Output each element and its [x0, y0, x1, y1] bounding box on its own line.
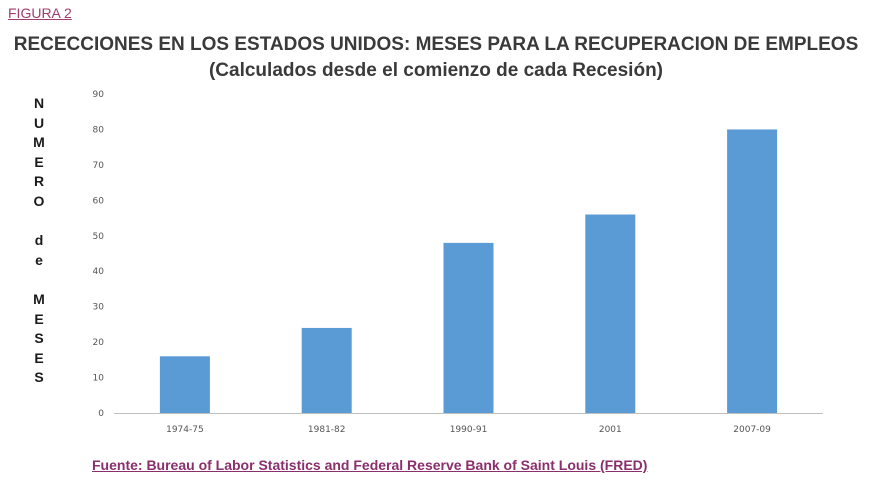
bar	[443, 242, 494, 413]
bar	[727, 129, 778, 413]
y-axis-label-char: O	[33, 192, 45, 209]
source-note: Fuente: Bureau of Labor Statistics and F…	[92, 457, 648, 473]
y-axis-label-char: E	[34, 310, 44, 327]
y-axis-label-char: S	[34, 330, 44, 347]
y-tick-label: 70	[93, 161, 105, 171]
y-tick-label: 10	[93, 374, 105, 384]
y-tick-label: 50	[93, 232, 105, 242]
y-tick-label: 30	[93, 303, 105, 313]
x-tick-label: 1981-82	[308, 425, 346, 435]
y-axis-label-char: M	[33, 290, 45, 307]
y-tick-label: 40	[93, 267, 105, 277]
y-axis-label-char: E	[34, 349, 44, 366]
chart-subtitle: (Calculados desde el comienzo de cada Re…	[208, 60, 664, 81]
y-tick-label: 0	[98, 409, 104, 419]
x-tick-label: 2001	[599, 425, 622, 435]
y-axis-label-char: M	[33, 134, 45, 151]
chart-title: RECECCIONES EN LOS ESTADOS UNIDOS: MESES…	[13, 34, 859, 55]
figure-label: FIGURA 2	[8, 5, 72, 21]
y-axis-label-char: N	[33, 95, 45, 111]
y-tick-label: 90	[93, 90, 105, 100]
y-axis-label-char: R	[33, 173, 45, 190]
x-tick-label: 1990-91	[450, 425, 488, 435]
y-axis-label-char: E	[34, 153, 44, 170]
bar	[301, 327, 352, 413]
x-tick-label: 2007-09	[733, 425, 771, 435]
y-axis-label-char: d	[34, 232, 44, 249]
y-axis-label-char: e	[35, 251, 43, 268]
y-axis-label-char: S	[34, 369, 44, 386]
y-tick-label: 60	[93, 196, 105, 206]
x-tick-label: 1974-75	[166, 425, 204, 435]
y-axis-label-char: U	[33, 114, 45, 131]
y-tick-label: 80	[93, 125, 105, 135]
bar	[159, 356, 210, 413]
bar	[585, 214, 636, 413]
y-tick-label: 20	[93, 338, 105, 348]
